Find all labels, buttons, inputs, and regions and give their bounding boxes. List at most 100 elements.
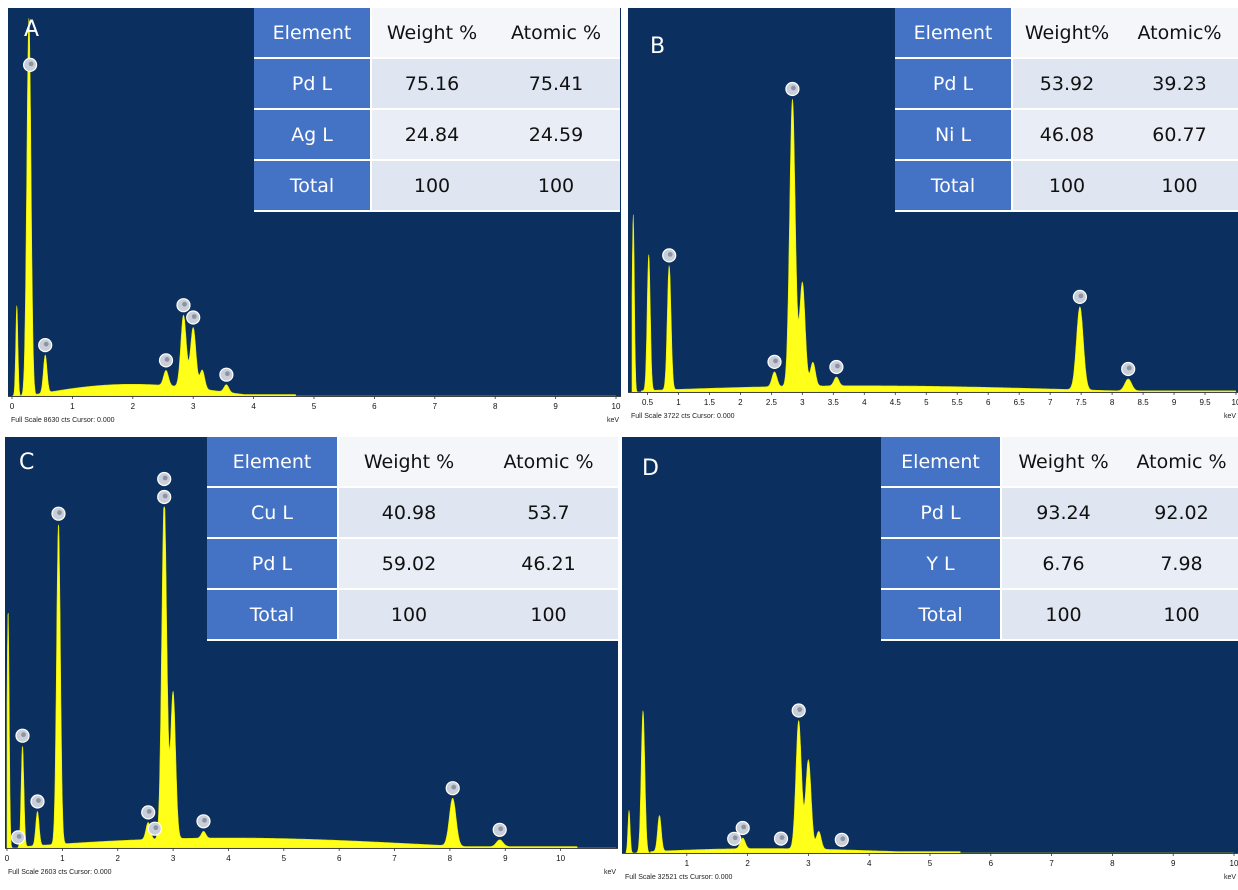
x-tick-label: 3 [191,402,196,411]
x-tick-label: 9 [1172,398,1177,407]
element-marker [1121,361,1136,377]
x-tick-label: 3 [800,398,805,407]
x-tick-label: 5 [928,859,933,868]
x-tick-label: 1 [676,398,681,407]
x-tick-label: 7 [433,402,438,411]
element-marker [785,81,800,97]
full-scale-readout: Full Scale 8630 cts Cursor: 0.000 [11,417,115,424]
element-marker-dot [791,85,796,91]
table-cell-weight: 40.98 [338,487,479,539]
element-marker [157,471,172,487]
x-tick-label: 10 [1230,859,1238,868]
eds-panel-b: 0.5 1 1.5 2 2.5 3 3.5 4 4.5 5 5.5 6 6.5 7 7.5 8 8.5 9 9.5 1… [628,8,1238,430]
element-marker-dot [162,475,168,481]
element-marker [767,354,782,369]
eds-panel-a: 0 1 2 3 4 5 6 7 8 9 10 Full Scale 8630 cts Cursor: … [8,8,621,430]
table-cell-weight: 6.76 [1001,538,1125,590]
element-marker [829,359,844,375]
x-tick-label: 5 [924,398,929,407]
element-marker [196,814,211,829]
element-marker-dot [162,493,168,499]
table-cell-weight: 100 [371,160,492,212]
element-marker-dot [498,826,504,832]
table-cell-weight: 59.02 [338,538,479,590]
x-tick-label: 8 [448,854,453,863]
element-marker [158,353,174,368]
element-marker [176,298,191,313]
x-tick-label: 6.5 [1014,398,1026,407]
x-axis-unit: keV [604,869,616,876]
x-tick-label: 7 [392,854,397,863]
element-marker [38,338,53,353]
table-cell-element: Y L [881,538,1002,590]
axis-strip [5,848,618,888]
element-marker-dot [741,824,747,830]
table-cell-atomic: 46.21 [479,538,618,590]
x-tick-label: 6 [986,398,991,407]
x-tick-label: 4 [862,398,867,407]
table-cell-element: Total [881,589,1002,641]
element-marker-dot [773,358,778,364]
panel-letter: B [650,34,665,59]
x-tick-label: 7 [1049,859,1054,868]
element-marker [219,367,234,382]
x-tick-label: 9 [503,854,508,863]
table-cell-weight: 46.08 [1012,109,1121,161]
table-cell-weight: 24.84 [371,109,492,161]
element-marker-dot [1126,365,1132,371]
table-cell-element: Ni L [895,109,1013,161]
element-marker-dot [191,314,197,319]
table-cell-weight: 53.92 [1012,58,1121,110]
x-tick-label: 4 [867,859,872,868]
table-cell-atomic: 100 [1121,160,1238,212]
x-tick-label: 2 [115,854,120,863]
x-tick-label: 6 [372,402,377,411]
table-cell-element: Pd L [207,538,339,590]
table-cell-atomic: 100 [1125,589,1238,641]
table-cell-element: Pd L [254,58,372,110]
x-axis-unit: keV [1224,413,1236,420]
x-tick-label: 8 [493,402,498,411]
element-marker [445,781,460,796]
x-tick-label: 5 [312,402,317,411]
table-header-element: Element [254,8,372,59]
table-cell-atomic: 24.59 [492,109,620,161]
element-marker-dot [451,784,457,790]
table-cell-weight: 75.16 [371,58,492,110]
element-marker [30,794,45,809]
composition-table-b: Element Weight% Atomic% Pd L 53.92 39.23… [895,8,1238,212]
table-header-weight: Weight % [371,8,492,59]
table-header-element: Element [881,437,1002,488]
element-marker [1072,289,1087,304]
x-tick-label: 5 [282,854,287,863]
element-marker [141,805,156,820]
x-tick-label: 10 [1232,398,1238,407]
x-tick-label: 3 [806,859,811,868]
table-cell-atomic: 39.23 [1121,58,1238,110]
element-marker [727,831,742,846]
element-marker [834,832,849,847]
element-marker [11,830,26,845]
table-header-atomic: Atomic % [492,8,620,59]
composition-table-a: Element Weight % Atomic % Pd L 75.16 75.… [254,8,620,212]
table-cell-element: Total [254,160,372,212]
table-header-weight: Weight% [1012,8,1121,59]
element-marker-dot [153,825,159,831]
panel-letter: A [24,17,39,42]
element-marker [186,310,201,325]
table-cell-weight: 100 [1012,160,1121,212]
element-marker-dot [36,798,41,803]
element-marker [791,703,806,718]
x-tick-label: 1.5 [704,398,716,407]
table-cell-atomic: 7.98 [1125,538,1238,590]
x-tick-label: 6 [989,859,994,868]
table-header-atomic: Atomic % [479,437,618,488]
table-header-weight: Weight % [338,437,479,488]
element-marker-dot [182,301,187,307]
table-cell-element: Cu L [207,487,339,539]
table-header-atomic: Atomic % [1125,437,1238,488]
table-cell-atomic: 75.41 [492,58,620,110]
element-marker-dot [146,809,152,814]
x-tick-label: 8.5 [1138,398,1150,407]
x-tick-label: 0 [5,854,10,863]
